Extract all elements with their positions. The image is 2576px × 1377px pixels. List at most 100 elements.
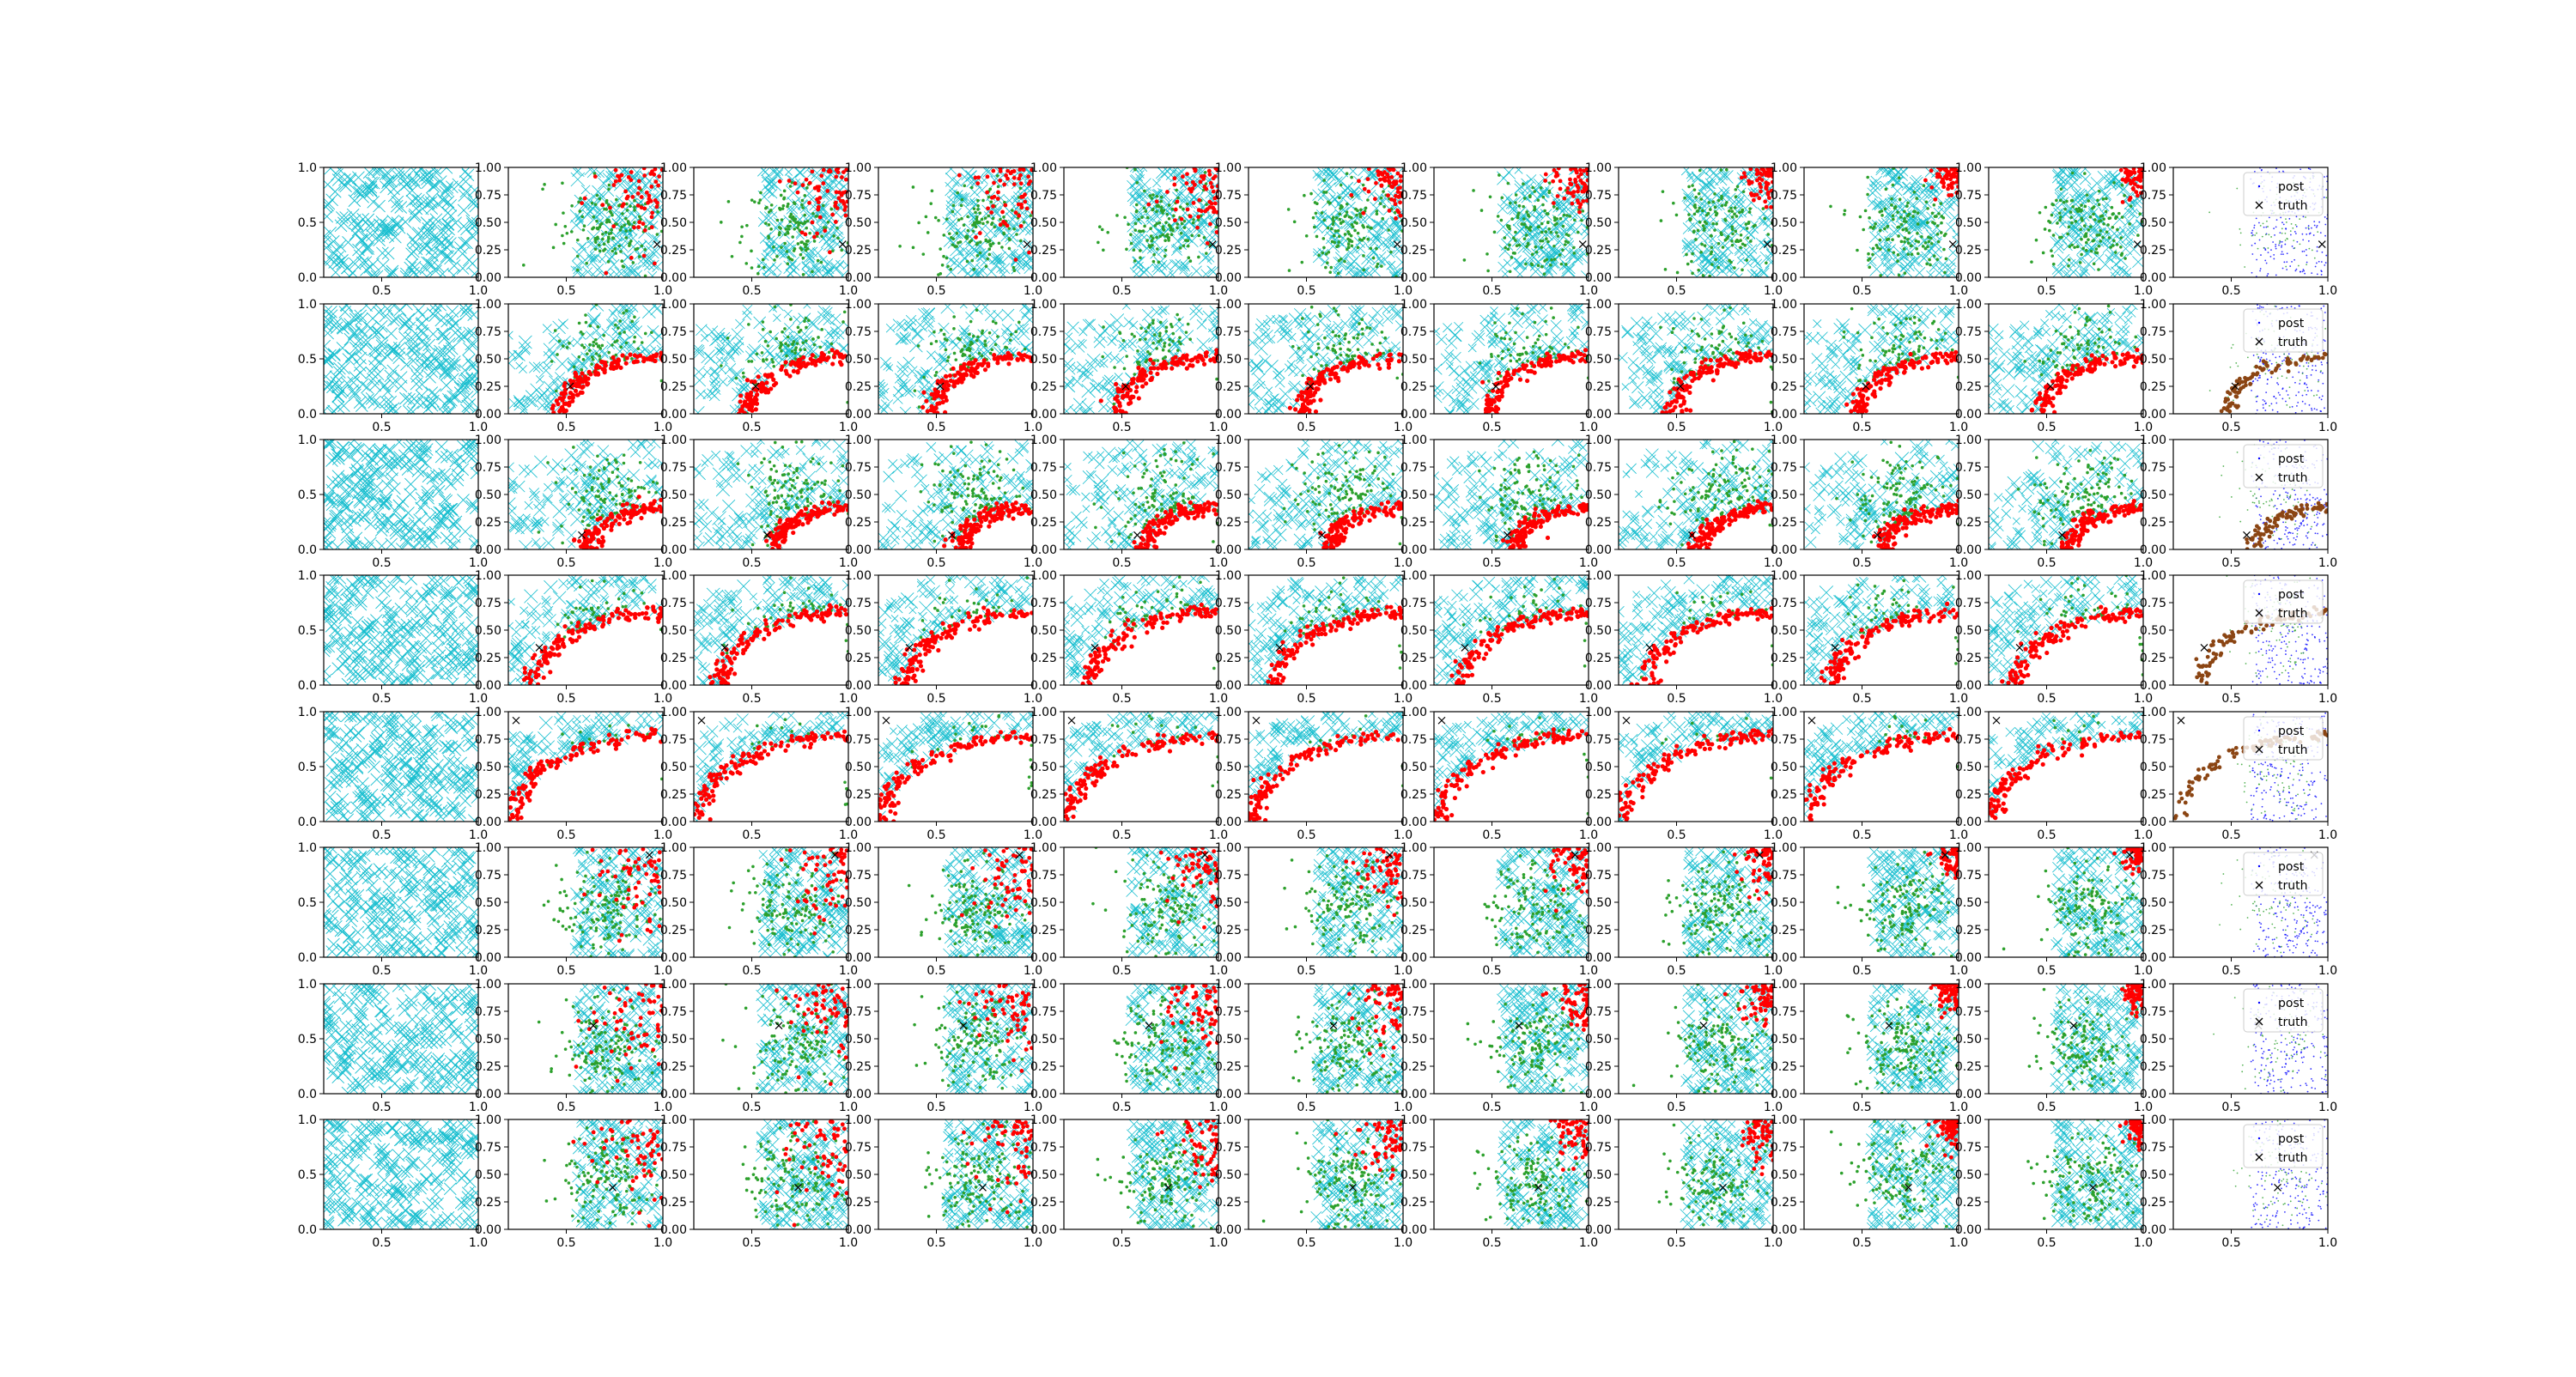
sample-marker bbox=[2105, 254, 2114, 264]
point bbox=[1389, 250, 1393, 254]
post-point bbox=[2286, 261, 2288, 263]
y-tick-label: 0.25 bbox=[1771, 244, 1797, 258]
point bbox=[1928, 258, 1931, 262]
band-point bbox=[837, 190, 841, 195]
point bbox=[1738, 210, 1741, 215]
point bbox=[1747, 221, 1751, 225]
x-tick-label: 1.0 bbox=[839, 421, 858, 434]
band-point bbox=[1012, 175, 1017, 180]
post-point bbox=[2280, 253, 2282, 256]
sample-marker bbox=[334, 385, 348, 399]
band-point bbox=[630, 195, 635, 199]
point bbox=[2289, 230, 2292, 233]
sample-marker bbox=[387, 343, 401, 356]
sample-marker bbox=[653, 205, 663, 220]
band-point bbox=[653, 167, 658, 172]
band-point bbox=[1575, 184, 1580, 188]
band-point bbox=[1361, 210, 1366, 215]
point bbox=[762, 359, 765, 363]
point bbox=[1366, 225, 1370, 229]
point bbox=[786, 204, 789, 209]
sample-marker bbox=[354, 351, 367, 365]
sample-marker bbox=[1130, 184, 1140, 194]
sample-marker bbox=[969, 197, 978, 206]
point bbox=[2058, 198, 2063, 203]
point bbox=[1703, 244, 1707, 247]
sample-marker bbox=[1570, 223, 1583, 236]
point bbox=[1720, 203, 1724, 208]
sample-marker bbox=[606, 318, 617, 329]
point bbox=[1359, 208, 1363, 212]
band-point bbox=[1555, 173, 1560, 178]
sample-marker bbox=[811, 264, 825, 277]
point bbox=[1485, 252, 1489, 256]
sample-marker bbox=[386, 222, 399, 236]
x-tick-label: 1.0 bbox=[469, 421, 488, 434]
point bbox=[791, 342, 794, 346]
point bbox=[1568, 215, 1572, 218]
post-point bbox=[2291, 260, 2293, 263]
band-point bbox=[765, 374, 770, 379]
subplot-r1-c9: 0.5 1.00.000.250.500.751.00 bbox=[1771, 161, 1968, 298]
point bbox=[778, 346, 782, 350]
point bbox=[1522, 197, 1527, 200]
point bbox=[799, 348, 802, 352]
point bbox=[1500, 196, 1504, 200]
sample-marker bbox=[425, 258, 439, 272]
point bbox=[2050, 249, 2053, 252]
x-tick-label: 0.5 bbox=[556, 284, 575, 298]
point bbox=[2074, 220, 2078, 223]
band-point bbox=[1023, 192, 1027, 197]
sample-marker bbox=[356, 213, 370, 226]
point bbox=[1696, 209, 1700, 213]
band-point bbox=[744, 378, 750, 383]
point bbox=[1942, 234, 1947, 238]
point bbox=[2119, 245, 2123, 249]
sample-marker bbox=[1698, 183, 1707, 191]
point bbox=[1182, 244, 1186, 248]
band-point bbox=[1387, 179, 1392, 184]
band-point bbox=[975, 181, 981, 186]
point bbox=[1337, 240, 1341, 244]
sample-marker bbox=[961, 167, 975, 181]
point bbox=[595, 227, 599, 230]
sample-marker bbox=[1023, 252, 1033, 266]
point bbox=[946, 264, 950, 269]
sample-marker bbox=[709, 377, 719, 386]
point bbox=[1562, 213, 1566, 217]
sample-marker bbox=[412, 194, 425, 207]
point bbox=[1891, 217, 1895, 221]
axes-frame bbox=[507, 303, 664, 415]
sample-marker bbox=[1515, 261, 1525, 271]
x-tick-label: 0.5 bbox=[372, 284, 391, 298]
sample-marker bbox=[1024, 181, 1033, 191]
band-point bbox=[635, 191, 641, 196]
point bbox=[1176, 196, 1180, 200]
sample-marker bbox=[1027, 197, 1033, 209]
point bbox=[1868, 216, 1871, 220]
band-point bbox=[2120, 200, 2125, 204]
sample-marker bbox=[821, 264, 829, 272]
point bbox=[972, 207, 976, 210]
sample-marker bbox=[336, 342, 349, 355]
point bbox=[1161, 225, 1165, 228]
x-tick-label: 1.0 bbox=[1024, 284, 1042, 298]
band-point bbox=[623, 189, 629, 194]
point bbox=[762, 265, 766, 270]
point bbox=[2092, 262, 2096, 266]
point bbox=[1176, 226, 1179, 230]
point bbox=[1721, 246, 1725, 249]
sample-marker bbox=[355, 233, 368, 246]
band-point bbox=[613, 179, 618, 184]
point bbox=[1326, 261, 1329, 265]
point bbox=[598, 249, 602, 253]
band-point bbox=[1552, 167, 1557, 173]
point bbox=[1899, 240, 1904, 244]
point bbox=[2038, 210, 2042, 215]
point bbox=[763, 339, 768, 343]
sample-marker bbox=[789, 205, 798, 215]
point bbox=[1935, 258, 1940, 261]
point bbox=[1906, 201, 1910, 205]
point bbox=[1157, 260, 1161, 264]
